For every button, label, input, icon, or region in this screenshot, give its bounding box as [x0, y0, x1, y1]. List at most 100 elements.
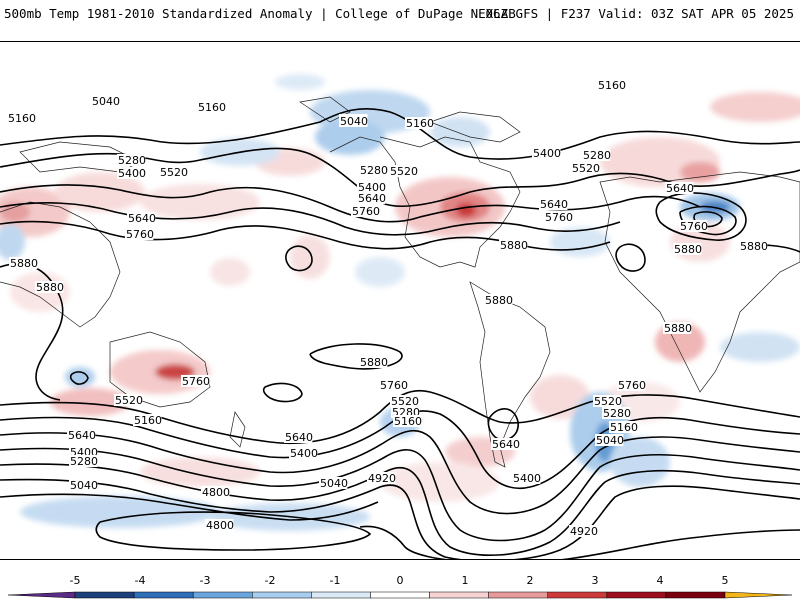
colorbar-tick-labels: -5 -4 -3 -2 -1 0 1 2 3 4 5 [70, 574, 729, 587]
contour-label: 5640 [540, 198, 568, 211]
contour-label-bg [602, 407, 631, 419]
colorbar-segment [252, 591, 312, 599]
colorbar-tick-label: -1 [330, 574, 341, 587]
contour-label-bg [357, 192, 386, 204]
contour-label: 5640 [68, 429, 96, 442]
colorbar-segment [429, 591, 489, 599]
contour-label-bg [205, 519, 234, 531]
contour-label: 5400 [358, 181, 386, 194]
contour-label: 4920 [368, 472, 396, 485]
contour-label: 5280 [70, 455, 98, 468]
contour-label-bg [393, 415, 422, 427]
colorbar-tick-label: 3 [592, 574, 599, 587]
contour-label: 4800 [206, 519, 234, 532]
contour-label-bg [357, 181, 386, 193]
colorbar-segment [311, 591, 371, 599]
colorbar-segment [665, 591, 726, 599]
contour-label: 5520 [391, 395, 419, 408]
contour-label-bg [69, 455, 98, 467]
contour-label: 5880 [10, 257, 38, 270]
contour-label-bg [582, 149, 611, 161]
colorbar-tick-label: 4 [657, 574, 664, 587]
contour-label-bg [319, 477, 348, 489]
contour-label-bg [339, 115, 368, 127]
contour-label-bg [593, 395, 622, 407]
contour-label: 5280 [603, 407, 631, 420]
contour-label-bg [544, 211, 573, 223]
contour-label: 5640 [492, 438, 520, 451]
contour-labels: 5160504051605040516051605280540055205640… [7, 79, 768, 538]
contour-label: 5280 [118, 154, 146, 167]
contour-label: 5400 [513, 472, 541, 485]
contour-label: 5760 [380, 379, 408, 392]
contour-label: 4800 [202, 486, 230, 499]
contour-label-bg [499, 239, 528, 251]
contour-label-bg [125, 228, 154, 240]
contour-label-bg [159, 166, 188, 178]
contour-label: 5160 [598, 79, 626, 92]
colorbar-min-arrow [7, 591, 76, 599]
contour-label: 5520 [594, 395, 622, 408]
contour-label-bg [665, 182, 694, 194]
contour-label: 5040 [596, 434, 624, 447]
contour-label: 5160 [406, 117, 434, 130]
colorbar-tick-label: -4 [135, 574, 146, 587]
colorbar-segment [192, 591, 253, 599]
contour-label-bg [405, 117, 434, 129]
contour-label-bg [484, 294, 513, 306]
contour-label-bg [595, 434, 624, 446]
contour-label: 5160 [610, 421, 638, 434]
contour-label-bg [181, 375, 210, 387]
anomaly-map: 5160504051605040516051605280540055205640… [0, 41, 800, 560]
contour-label: 5880 [664, 322, 692, 335]
contour-label-bg [117, 167, 146, 179]
contour-label: 5040 [340, 115, 368, 128]
contour-label-bg [359, 164, 388, 176]
colorbar-legend: -5 -4 -3 -2 -1 0 1 2 3 4 5 [0, 570, 800, 600]
contour-label: 5160 [8, 112, 36, 125]
contour-label-bg [597, 79, 626, 91]
contour-label-bg [532, 147, 561, 159]
contour-label-bg [9, 257, 38, 269]
contour-label: 5640 [285, 431, 313, 444]
colorbar-tick-label: 0 [397, 574, 404, 587]
contour-label-bg [390, 395, 419, 407]
contour-label: 5280 [360, 164, 388, 177]
contour-label: 5880 [360, 356, 388, 369]
contour-label: 5880 [674, 243, 702, 256]
colorbar [7, 591, 793, 599]
contour-label: 4920 [570, 525, 598, 538]
contour-label: 5760 [618, 379, 646, 392]
contour-label: 5880 [740, 240, 768, 253]
colorbar-segment [488, 591, 548, 599]
contour-label: 5760 [182, 375, 210, 388]
contour-label: 5880 [500, 239, 528, 252]
colorbar-max-arrow [724, 591, 793, 599]
contour-label-bg [617, 379, 646, 391]
contour-label: 5760 [352, 205, 380, 218]
contour-label: 5880 [36, 281, 64, 294]
contour-label-bg [351, 205, 380, 217]
contour-label: 5400 [290, 447, 318, 460]
colorbar-tick-label: -5 [70, 574, 81, 587]
colorbar-tick-label: 1 [462, 574, 469, 587]
contour-label-bg [7, 112, 36, 124]
contour-label-bg [491, 438, 520, 450]
contour-label-bg [284, 431, 313, 443]
contour-label: 5760 [545, 211, 573, 224]
contour-label: 5640 [128, 212, 156, 225]
contour-label: 5040 [320, 477, 348, 490]
map-title: 500mb Temp 1981-2010 Standardized Anomal… [4, 6, 516, 21]
contour-label-bg [379, 379, 408, 391]
contour-label: 5400 [118, 167, 146, 180]
contour-label: 5280 [583, 149, 611, 162]
contour-label-bg [289, 447, 318, 459]
contour-label: 5640 [666, 182, 694, 195]
contour-label-bg [569, 525, 598, 537]
contour-label-bg [133, 414, 162, 426]
contour-label-bg [389, 165, 418, 177]
contour-label-bg [359, 356, 388, 368]
contour-label-bg [663, 322, 692, 334]
contour-label-bg [609, 421, 638, 433]
contour-label: 5160 [198, 101, 226, 114]
